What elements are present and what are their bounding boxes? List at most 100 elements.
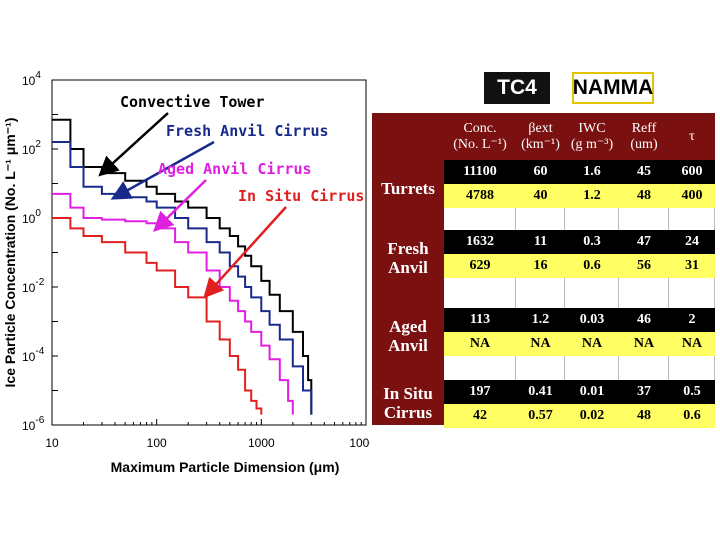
y-tick-label: 10-6 bbox=[22, 415, 45, 433]
row-spacer bbox=[444, 356, 715, 380]
namma-cell: 0.02 bbox=[579, 408, 605, 423]
tc4-cell: 45 bbox=[637, 164, 651, 179]
namma-cell: 0.57 bbox=[528, 408, 553, 423]
tc4-cell: 600 bbox=[681, 164, 703, 179]
tc4-cell: 60 bbox=[533, 164, 548, 179]
column-header: Conc. (No. L⁻¹) bbox=[444, 113, 516, 160]
row-label: Aged Anvil bbox=[372, 308, 444, 364]
namma-cell: 0.6 bbox=[583, 258, 601, 273]
series-convective-tower bbox=[52, 118, 313, 415]
namma-cell: 48 bbox=[637, 408, 651, 423]
namma-cell: 1.2 bbox=[583, 188, 601, 203]
x-tick-label: 10000 bbox=[349, 436, 370, 450]
column-header-name: IWC bbox=[578, 120, 606, 136]
namma-cell: NA bbox=[681, 336, 703, 351]
column-header: τ bbox=[669, 113, 715, 160]
tc4-cell: 0.01 bbox=[579, 384, 605, 399]
x-axis-label: Maximum Particle Dimension (μm) bbox=[111, 459, 340, 475]
column-header-unit: (um) bbox=[630, 136, 658, 152]
annotation-arrow bbox=[110, 140, 215, 200]
tc4-cell: 37 bbox=[637, 384, 651, 399]
row-label: In Situ Cirrus bbox=[372, 380, 444, 425]
series-in-situ-cirrus bbox=[52, 217, 263, 415]
namma-cell: NA bbox=[469, 336, 491, 351]
plot-annotations: Convective Tower Fresh Anvil Cirrus Aged A… bbox=[98, 93, 364, 299]
tc4-cell: 2 bbox=[688, 312, 696, 327]
row-label-line: Turrets bbox=[381, 178, 435, 198]
plot-axes: 10 100 1000 10000 104 102 100 10-2 10-4 10-6 Maxim… bbox=[2, 70, 370, 475]
row-label-line: Anvil bbox=[388, 258, 428, 277]
x-tick-label: 10 bbox=[45, 436, 59, 450]
tc4-row: 11100 60 1.6 45 600 bbox=[444, 160, 715, 184]
column-header-name: τ bbox=[689, 128, 695, 144]
namma-cell: 31 bbox=[685, 258, 699, 273]
namma-label: NAMMA bbox=[572, 72, 654, 104]
x-tick-label: 100 bbox=[147, 436, 167, 450]
annotation-label: Fresh Anvil Cirrus bbox=[166, 122, 329, 140]
column-header-unit: (g m⁻³) bbox=[570, 136, 614, 152]
annotation-arrow bbox=[153, 179, 207, 232]
namma-cell: 40 bbox=[533, 188, 548, 203]
y-tick-label: 100 bbox=[22, 208, 41, 226]
namma-cell: 629 bbox=[469, 258, 491, 273]
tc4-cell: 0.3 bbox=[583, 234, 601, 249]
y-tick-label: 102 bbox=[22, 139, 41, 157]
tc4-cell: 0.41 bbox=[528, 384, 553, 399]
namma-cell: 48 bbox=[637, 188, 651, 203]
table-header: Conc. (No. L⁻¹) βext (km⁻¹) IWC (g m⁻³) Reff (u… bbox=[444, 113, 715, 160]
namma-cell: 400 bbox=[681, 188, 703, 203]
row-label: Turrets bbox=[372, 160, 444, 216]
tc4-cell: 197 bbox=[469, 384, 491, 399]
row-label-line: In Situ bbox=[383, 383, 433, 403]
namma-row: 629 16 0.6 56 31 bbox=[444, 254, 715, 278]
row-label-line: Cirrus bbox=[383, 402, 433, 422]
tc4-cell: 0.03 bbox=[579, 312, 605, 327]
namma-row: NA NA NA NA NA bbox=[444, 332, 715, 356]
tc4-row: 1632 11 0.3 47 24 bbox=[444, 230, 715, 254]
column-header-unit: (km⁻¹) bbox=[521, 136, 560, 152]
namma-cell: 42 bbox=[473, 408, 487, 423]
row-label-line: Fresh bbox=[387, 239, 429, 258]
tc4-row: 197 0.41 0.01 37 0.5 bbox=[444, 380, 715, 404]
annotation-arrow bbox=[203, 206, 287, 299]
size-distribution-chart: 10 100 1000 10000 104 102 100 10-2 10-4 10-6 Maxim… bbox=[2, 70, 370, 475]
y-tick-label: 10-4 bbox=[22, 346, 45, 364]
namma-cell: NA bbox=[530, 336, 551, 351]
y-tick-label: 10-2 bbox=[22, 277, 45, 295]
series-aged-anvil-cirrus bbox=[52, 192, 294, 415]
series-fresh-anvil-cirrus bbox=[52, 141, 313, 415]
y-tick-label: 104 bbox=[22, 70, 41, 88]
tc4-label: TC4 bbox=[484, 72, 550, 104]
annotation-label: Convective Tower bbox=[120, 93, 265, 111]
tc4-row: 113 1.2 0.03 46 2 bbox=[444, 308, 715, 332]
namma-cell: NA bbox=[633, 336, 655, 351]
namma-cell: 0.6 bbox=[683, 408, 701, 423]
tc4-cell: 1632 bbox=[466, 234, 494, 249]
namma-cell: 16 bbox=[533, 258, 548, 273]
column-header-name: Reff bbox=[631, 120, 657, 136]
column-header: IWC (g m⁻³) bbox=[565, 113, 619, 160]
annotation-arrow bbox=[98, 112, 169, 177]
tc4-cell: 1.2 bbox=[531, 312, 550, 327]
tc4-cell: 1.6 bbox=[583, 164, 601, 179]
row-label-line: Aged bbox=[389, 317, 427, 336]
tc4-cell: 11100 bbox=[463, 164, 497, 179]
tc4-cell: 0.5 bbox=[683, 384, 701, 399]
row-spacer bbox=[444, 278, 715, 308]
column-header: Reff (um) bbox=[619, 113, 669, 160]
annotation-label: In Situ Cirrus bbox=[238, 187, 364, 205]
y-axis-label: Ice Particle Concentration (No. L⁻¹ μm⁻¹… bbox=[2, 118, 18, 388]
column-header-unit: (No. L⁻¹) bbox=[453, 136, 507, 152]
column-header-name: Conc. bbox=[463, 120, 497, 136]
x-tick-label: 1000 bbox=[248, 436, 275, 450]
namma-row: 42 0.57 0.02 48 0.6 bbox=[444, 404, 715, 428]
microphysics-table: Conc. (No. L⁻¹) βext (km⁻¹) IWC (g m⁻³) Reff (u… bbox=[372, 113, 715, 428]
tc4-cell: 11 bbox=[533, 234, 548, 249]
tc4-cell: 47 bbox=[637, 234, 651, 249]
namma-cell: 56 bbox=[637, 258, 651, 273]
namma-cell: NA bbox=[581, 336, 603, 351]
tc4-cell: 24 bbox=[685, 234, 699, 249]
annotation-label: Aged Anvil Cirrus bbox=[158, 160, 312, 178]
namma-cell: 4788 bbox=[466, 188, 494, 203]
row-spacer bbox=[444, 208, 715, 230]
